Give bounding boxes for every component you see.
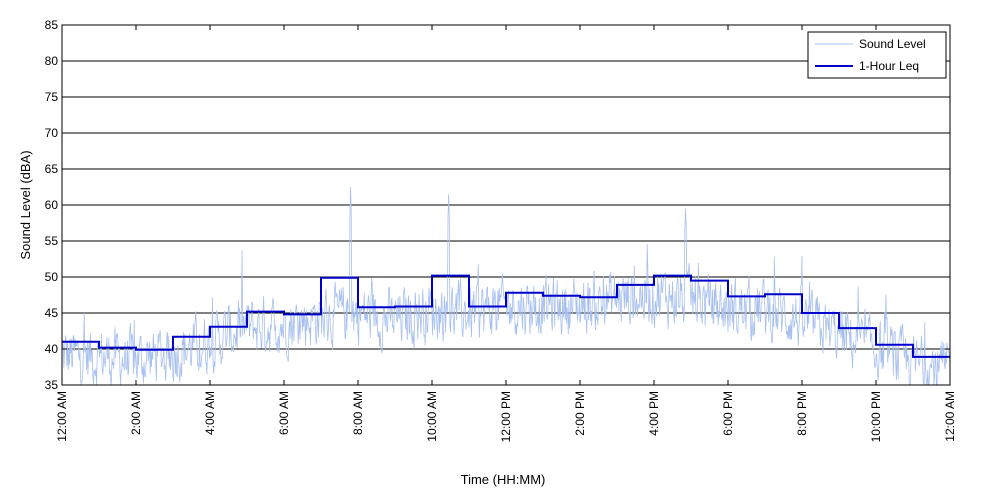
x-tick-label: 2:00 PM <box>573 391 587 436</box>
x-tick-label: 12:00 PM <box>499 391 513 442</box>
y-axis-ticks: 35 40 45 50 55 60 65 70 75 80 85 <box>45 18 950 392</box>
x-tick-label: 2:00 AM <box>129 391 143 435</box>
y-tick-label: 75 <box>45 90 59 104</box>
x-tick-label: 10:00 PM <box>869 391 883 442</box>
x-tick-label: 8:00 AM <box>351 391 365 435</box>
x-tick-label: 4:00 PM <box>647 391 661 436</box>
x-tick-label: 6:00 PM <box>721 391 735 436</box>
leq-series <box>62 274 950 358</box>
y-tick-label: 85 <box>45 18 59 32</box>
y-tick-label: 60 <box>45 198 59 212</box>
y-tick-label: 45 <box>45 306 59 320</box>
x-tick-label: 10:00 AM <box>425 391 439 442</box>
y-tick-label: 40 <box>45 342 59 356</box>
x-axis-ticks: 12:00 AM 2:00 AM 4:00 AM 6:00 AM 8:00 AM 10:0… <box>55 25 957 442</box>
y-tick-label: 55 <box>45 234 59 248</box>
legend-label-sound-level: Sound Level <box>859 37 926 51</box>
y-tick-label: 35 <box>45 378 59 392</box>
y-tick-label: 70 <box>45 126 59 140</box>
y-tick-label: 80 <box>45 54 59 68</box>
leq-step-line <box>62 274 950 358</box>
legend-box <box>807 31 947 79</box>
x-axis-label: Time (HH:MM) <box>461 472 546 487</box>
y-axis-label: Sound Level (dBA) <box>18 150 33 259</box>
x-tick-label: 8:00 PM <box>795 391 809 436</box>
legend: Sound Level 1-Hour Leq <box>807 31 947 79</box>
x-tick-label: 4:00 AM <box>203 391 217 435</box>
x-tick-label: 12:00 AM <box>55 391 69 442</box>
legend-label-leq: 1-Hour Leq <box>859 59 919 73</box>
y-tick-label: 50 <box>45 270 59 284</box>
x-tick-label: 6:00 AM <box>277 391 291 435</box>
x-tick-label: 12:00 AM <box>943 391 957 442</box>
y-tick-label: 65 <box>45 162 59 176</box>
